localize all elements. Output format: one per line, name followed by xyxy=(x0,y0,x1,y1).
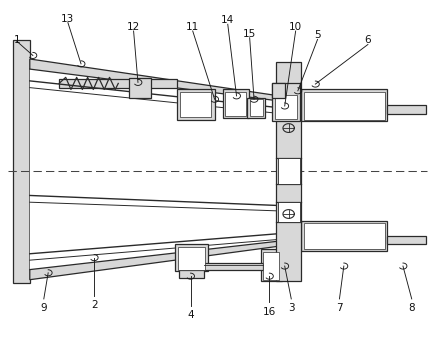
Bar xyxy=(301,89,387,121)
Bar xyxy=(387,236,426,244)
Bar xyxy=(272,83,300,121)
Bar xyxy=(223,89,249,118)
Bar xyxy=(247,98,265,118)
Bar xyxy=(276,62,301,281)
Bar xyxy=(179,270,204,278)
Bar xyxy=(304,92,385,120)
Bar xyxy=(129,78,151,98)
Bar xyxy=(225,92,246,116)
Bar xyxy=(178,247,205,270)
Bar xyxy=(304,92,385,120)
Polygon shape xyxy=(30,59,280,280)
Text: 4: 4 xyxy=(187,310,194,320)
Bar xyxy=(304,223,385,249)
Bar xyxy=(250,99,263,116)
Bar xyxy=(59,79,177,88)
Bar xyxy=(13,40,30,283)
Text: 12: 12 xyxy=(127,22,140,32)
Bar xyxy=(304,223,385,249)
Polygon shape xyxy=(30,69,280,270)
Text: 5: 5 xyxy=(314,30,321,40)
Text: 14: 14 xyxy=(221,15,234,25)
Bar xyxy=(278,158,300,184)
Bar xyxy=(278,202,300,222)
Text: 10: 10 xyxy=(289,22,302,32)
Bar xyxy=(177,89,215,120)
Text: 15: 15 xyxy=(243,29,256,39)
Text: 6: 6 xyxy=(364,35,371,45)
Bar xyxy=(272,83,285,98)
Text: 2: 2 xyxy=(91,300,98,310)
Bar xyxy=(301,221,387,251)
Text: 11: 11 xyxy=(186,22,199,32)
Text: 3: 3 xyxy=(288,303,295,313)
Bar xyxy=(263,252,279,280)
Text: 13: 13 xyxy=(61,13,74,24)
Bar xyxy=(204,263,263,270)
Text: 8: 8 xyxy=(408,303,415,313)
Bar xyxy=(261,249,282,281)
Text: 9: 9 xyxy=(40,303,47,313)
Text: 7: 7 xyxy=(336,303,343,313)
Text: 16: 16 xyxy=(263,307,276,317)
Text: 1: 1 xyxy=(13,35,20,45)
Bar xyxy=(180,92,211,117)
Bar xyxy=(175,244,208,271)
Bar xyxy=(275,95,297,119)
Bar xyxy=(387,105,426,114)
